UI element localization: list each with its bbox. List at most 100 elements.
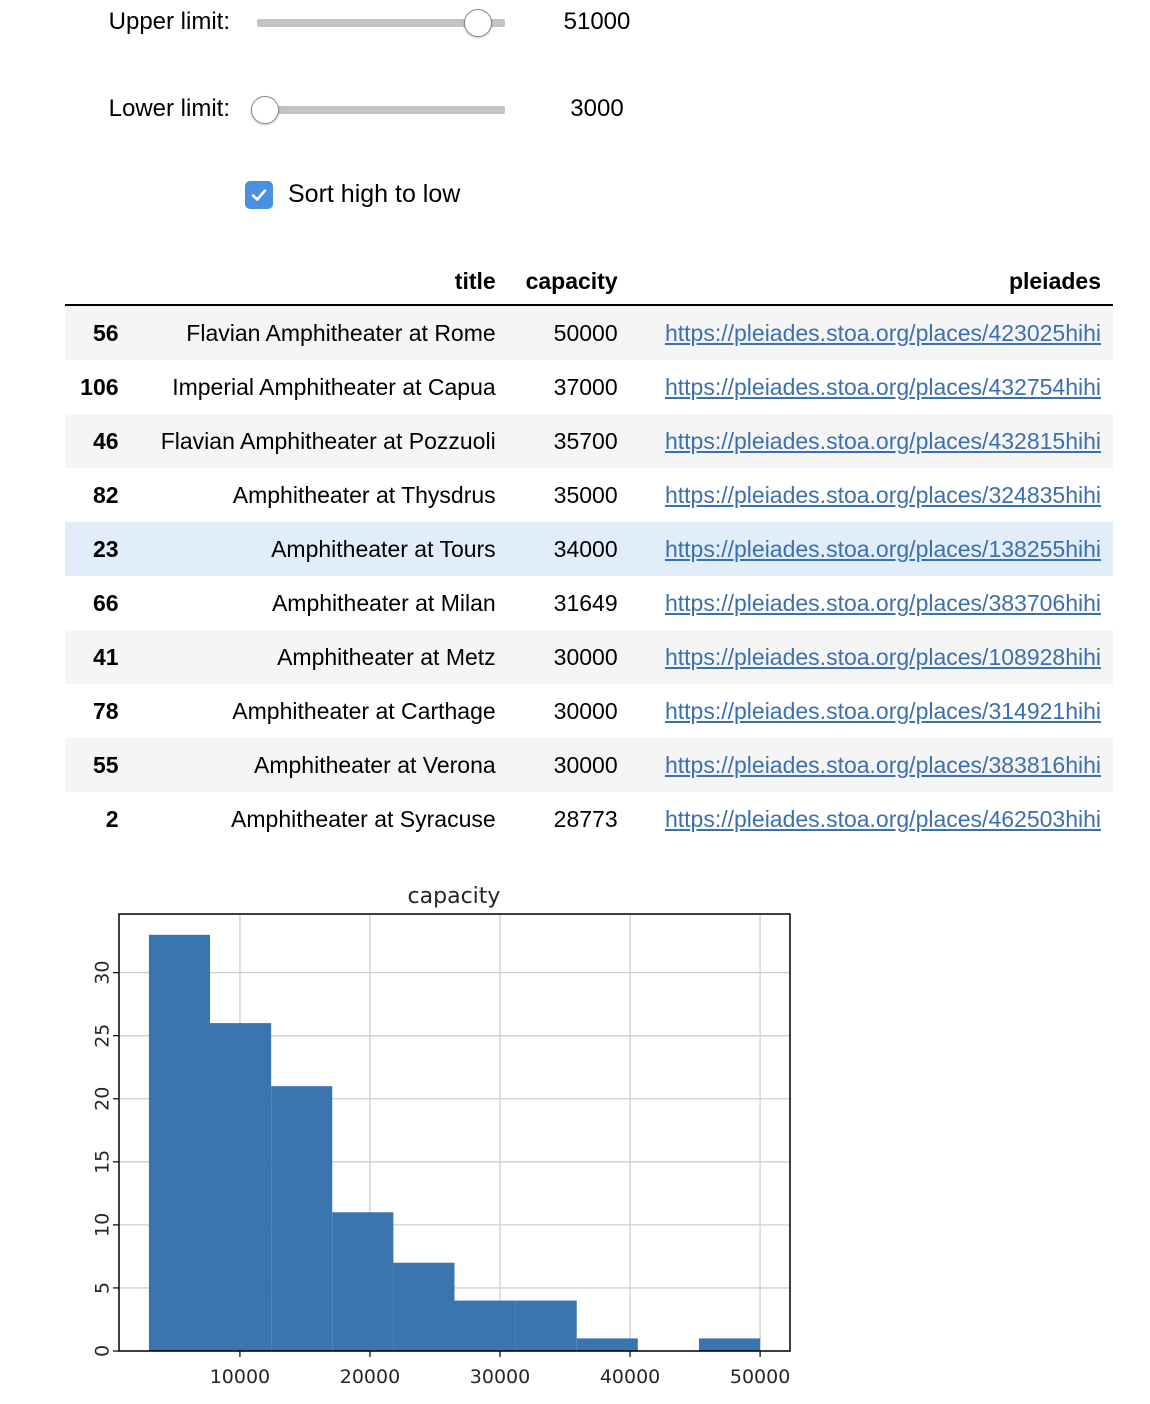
lower-limit-slider-handle[interactable] bbox=[251, 96, 279, 124]
row-index: 23 bbox=[92, 535, 119, 562]
row-index: 56 bbox=[92, 319, 119, 346]
lower-limit-slider[interactable] bbox=[257, 106, 505, 114]
row-index: 55 bbox=[92, 751, 119, 778]
histogram-bar bbox=[454, 1300, 516, 1351]
table-row: 106 Imperial Amphitheater at Capua 37000 ht… bbox=[65, 360, 1113, 414]
histogram-bar bbox=[210, 1023, 272, 1351]
row-title: Amphitheater at Syracuse bbox=[231, 805, 496, 832]
row-capacity: 35000 bbox=[553, 481, 618, 508]
x-tick-label: 10000 bbox=[210, 1366, 270, 1388]
row-index: 2 bbox=[105, 805, 119, 832]
row-capacity: 37000 bbox=[553, 373, 618, 400]
row-index: 41 bbox=[92, 643, 119, 670]
upper-limit-label: Upper limit: bbox=[108, 8, 230, 35]
table-row: 56 Flavian Amphitheater at Rome 50000 https… bbox=[65, 305, 1113, 360]
row-capacity: 30000 bbox=[553, 751, 618, 778]
pleiades-link[interactable]: https://pleiades.stoa.org/places/383816h… bbox=[664, 751, 1101, 778]
histogram-bar bbox=[515, 1300, 577, 1351]
table-body: 56 Flavian Amphitheater at Rome 50000 https… bbox=[65, 305, 1113, 846]
histogram-bar bbox=[271, 1086, 333, 1351]
lower-limit-label: Lower limit: bbox=[108, 95, 230, 122]
pleiades-link[interactable]: https://pleiades.stoa.org/places/432815h… bbox=[664, 427, 1101, 454]
row-pleiades-cell: https://pleiades.stoa.org/places/138255h… bbox=[630, 522, 1113, 576]
row-index: 78 bbox=[92, 697, 119, 724]
capacity-histogram: capacity 10000 20000 30000 40000 50000 0 5 10 15… bbox=[92, 884, 791, 1388]
pleiades-link[interactable]: https://pleiades.stoa.org/places/324835h… bbox=[664, 481, 1101, 508]
y-tick-label: 15 bbox=[92, 1150, 114, 1174]
table-row: 82 Amphitheater at Thysdrus 35000 https://p… bbox=[65, 468, 1113, 522]
row-title: Amphitheater at Tours bbox=[271, 535, 496, 562]
sort-checkbox-label: Sort high to low bbox=[288, 180, 461, 208]
x-tick-label: 30000 bbox=[470, 1366, 530, 1388]
row-pleiades-cell: https://pleiades.stoa.org/places/432754h… bbox=[630, 360, 1113, 414]
x-tick-label: 50000 bbox=[730, 1366, 790, 1388]
pleiades-link[interactable]: https://pleiades.stoa.org/places/108928h… bbox=[664, 643, 1101, 670]
row-title: Flavian Amphitheater at Pozzuoli bbox=[160, 427, 496, 454]
histogram-bar bbox=[698, 1338, 761, 1351]
row-index: 82 bbox=[92, 481, 119, 508]
title-column-header: title bbox=[130, 258, 508, 306]
y-tick-label: 20 bbox=[92, 1087, 114, 1111]
row-title: Amphitheater at Carthage bbox=[232, 697, 496, 724]
table-row: 23 Amphitheater at Tours 34000 https://plei… bbox=[65, 522, 1113, 576]
y-tick-label: 0 bbox=[92, 1345, 114, 1357]
row-title: Amphitheater at Milan bbox=[271, 589, 496, 616]
row-capacity: 34000 bbox=[553, 535, 618, 562]
histogram-bar bbox=[576, 1338, 638, 1351]
row-title: Amphitheater at Verona bbox=[254, 751, 496, 778]
row-title: Imperial Amphitheater at Capua bbox=[172, 373, 496, 400]
upper-limit-slider-handle[interactable] bbox=[464, 9, 493, 37]
pleiades-link[interactable]: https://pleiades.stoa.org/places/432754h… bbox=[664, 373, 1101, 400]
row-pleiades-cell: https://pleiades.stoa.org/places/324835h… bbox=[630, 468, 1113, 522]
row-index: 66 bbox=[92, 589, 119, 616]
lower-limit-value: 3000 bbox=[570, 95, 624, 122]
row-capacity: 31649 bbox=[553, 589, 618, 616]
check-icon bbox=[251, 189, 267, 201]
results-table: title capacity pleiades 56 Flavian Amphit… bbox=[65, 258, 1113, 846]
chart-ticks: 10000 20000 30000 40000 50000 0 5 10 15 20 25 30 bbox=[92, 961, 791, 1388]
row-pleiades-cell: https://pleiades.stoa.org/places/432815h… bbox=[630, 414, 1113, 468]
pleiades-link[interactable]: https://pleiades.stoa.org/places/462503h… bbox=[664, 805, 1101, 832]
histogram-bar bbox=[393, 1262, 455, 1351]
table-header-row: title capacity pleiades bbox=[65, 258, 1113, 306]
chart-title: capacity bbox=[408, 884, 501, 909]
table-row: 78 Amphitheater at Carthage 30000 https://p… bbox=[65, 684, 1113, 738]
y-tick-label: 5 bbox=[92, 1282, 114, 1294]
row-capacity: 28773 bbox=[553, 805, 618, 832]
plot-frame bbox=[118, 913, 791, 1352]
pleiades-link[interactable]: https://pleiades.stoa.org/places/138255h… bbox=[664, 535, 1101, 562]
chart-bars bbox=[148, 934, 761, 1351]
row-index: 106 bbox=[80, 373, 119, 400]
row-index: 46 bbox=[92, 427, 119, 454]
pleiades-link[interactable]: https://pleiades.stoa.org/places/314921h… bbox=[664, 697, 1101, 724]
pleiades-link[interactable]: https://pleiades.stoa.org/places/383706h… bbox=[664, 589, 1101, 616]
histogram-bar bbox=[148, 934, 211, 1351]
pleiades-link[interactable]: https://pleiades.stoa.org/places/423025h… bbox=[664, 319, 1101, 346]
sort-checkbox[interactable] bbox=[245, 181, 273, 209]
row-title: Flavian Amphitheater at Rome bbox=[186, 319, 496, 346]
row-capacity: 50000 bbox=[553, 319, 618, 346]
row-capacity: 30000 bbox=[553, 697, 618, 724]
table-row: 46 Flavian Amphitheater at Pozzuoli 35700 h… bbox=[65, 414, 1113, 468]
x-tick-label: 20000 bbox=[340, 1366, 400, 1388]
y-tick-label: 30 bbox=[92, 961, 114, 985]
row-pleiades-cell: https://pleiades.stoa.org/places/108928h… bbox=[630, 630, 1113, 684]
y-tick-label: 25 bbox=[92, 1024, 114, 1048]
row-capacity: 35700 bbox=[553, 427, 618, 454]
histogram-bar bbox=[332, 1212, 394, 1351]
row-pleiades-cell: https://pleiades.stoa.org/places/314921h… bbox=[630, 684, 1113, 738]
upper-limit-slider[interactable] bbox=[257, 19, 505, 27]
pleiades-column-header: pleiades bbox=[629, 258, 1113, 306]
row-pleiades-cell: https://pleiades.stoa.org/places/462503h… bbox=[630, 792, 1113, 846]
row-title: Amphitheater at Thysdrus bbox=[232, 481, 496, 508]
y-tick-label: 10 bbox=[92, 1213, 114, 1237]
row-pleiades-cell: https://pleiades.stoa.org/places/423025h… bbox=[630, 305, 1113, 360]
row-pleiades-cell: https://pleiades.stoa.org/places/383816h… bbox=[630, 738, 1113, 792]
row-pleiades-cell: https://pleiades.stoa.org/places/383706h… bbox=[630, 576, 1113, 630]
row-title: Amphitheater at Metz bbox=[277, 643, 496, 670]
upper-limit-value: 51000 bbox=[563, 8, 631, 35]
table-row: 41 Amphitheater at Metz 30000 https://pleia… bbox=[65, 630, 1113, 684]
x-tick-label: 40000 bbox=[600, 1366, 660, 1388]
table-row: 55 Amphitheater at Verona 30000 https://ple… bbox=[65, 738, 1113, 792]
capacity-column-header: capacity bbox=[507, 258, 630, 306]
